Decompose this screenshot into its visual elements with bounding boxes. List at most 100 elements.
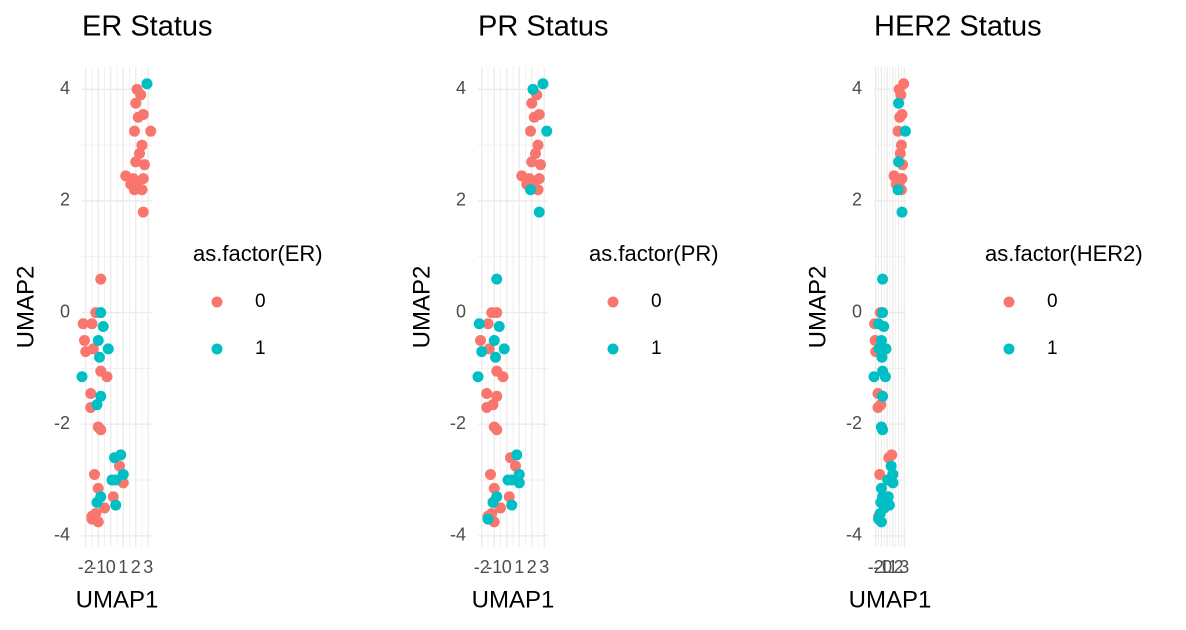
x-tick-label: 3 [143,557,153,577]
y-tick-label: -2 [54,413,70,433]
legend-title: as.factor(HER2) [985,241,1143,266]
point [877,390,889,402]
x-tick-label: 2 [131,557,141,577]
point [526,156,538,168]
point [95,390,107,402]
point [497,371,509,383]
point [487,496,499,508]
point [880,343,892,355]
point [491,307,503,319]
point [476,346,488,358]
y-tick-label: 2 [456,190,466,210]
point [893,97,905,109]
point [877,273,889,285]
point [488,334,500,346]
x-tick-label: -1 [90,557,106,577]
x-tick-label: -2 [78,557,94,577]
legend-key [211,296,223,308]
legend-label: 0 [651,291,662,312]
x-axis-label: UMAP1 [849,586,932,613]
point [80,346,92,358]
point [106,474,118,486]
point [513,468,525,480]
point [139,159,150,171]
point [868,371,880,383]
chart-title: PR Status [478,11,609,43]
point [899,125,911,137]
y-tick-label: 2 [60,190,70,210]
point [482,318,494,330]
legend-label: 1 [255,338,266,359]
point [488,482,500,494]
point [879,371,891,383]
point [493,321,505,333]
point [876,351,888,363]
x-axis-label: UMAP1 [76,586,159,613]
point [130,156,142,168]
point [535,159,546,171]
point [91,496,103,508]
point [526,97,538,109]
point [86,318,98,330]
legend-key [607,296,619,308]
legend-label: 0 [1047,291,1058,312]
point [511,449,523,461]
point [129,125,140,137]
point [473,318,485,330]
point [91,399,103,411]
point [145,125,157,137]
point [502,474,514,486]
point [99,502,110,514]
point [92,482,104,494]
point [875,399,887,411]
point [875,334,887,346]
point [875,482,887,494]
point [503,491,515,503]
point [130,97,142,109]
point [532,139,544,151]
point [877,307,889,319]
x-tick-label: 1 [888,557,898,577]
point [491,273,503,285]
x-tick-label: -1 [873,557,889,577]
point [527,83,539,95]
point [114,460,125,472]
point [893,156,905,168]
x-tick-label: 2 [527,557,537,577]
y-tick-label: 0 [456,301,466,321]
x-tick-label: 1 [514,557,524,577]
legend-label: 0 [255,291,266,312]
y-tick-label: 2 [852,190,862,210]
y-tick-label: 4 [60,78,70,98]
legend-title: as.factor(ER) [193,241,323,266]
point [878,321,890,333]
point [132,111,144,123]
point [89,468,100,480]
point [107,491,119,503]
point [491,390,503,402]
point [86,510,98,522]
point [528,111,540,123]
point [101,371,113,383]
point [491,424,503,436]
point [117,468,129,480]
x-tick-label: -1 [486,557,502,577]
point [85,388,97,400]
point [102,343,114,355]
legend-key [1003,296,1015,308]
point [95,273,107,285]
legend-label: 1 [1047,338,1058,359]
point [481,388,493,400]
point [79,334,90,346]
point [92,334,104,346]
chart-title: ER Status [82,11,213,43]
point [95,307,107,319]
point [490,351,501,363]
x-tick-label: 0 [502,557,512,577]
y-axis-label: UMAP2 [408,266,435,349]
point [475,334,486,346]
point [874,468,886,480]
